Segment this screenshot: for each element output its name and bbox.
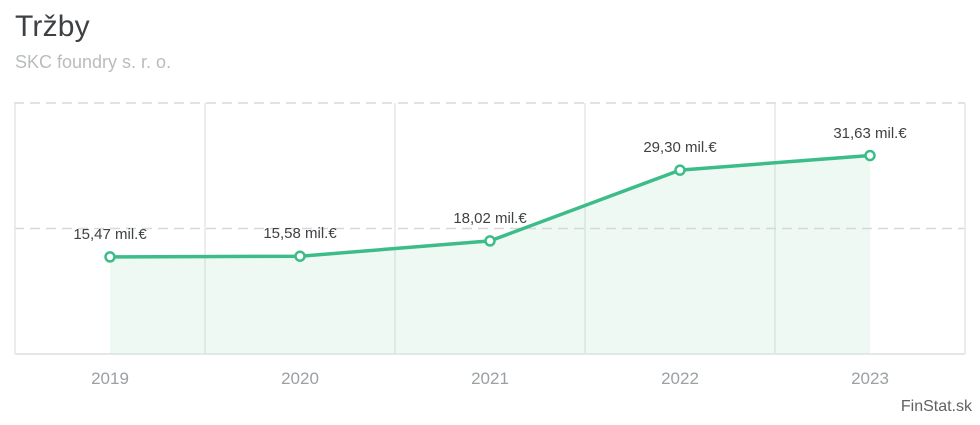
- x-axis-label-2021: 2021: [471, 369, 509, 388]
- finstat-watermark[interactable]: FinStat.sk: [900, 398, 972, 415]
- data-label-2021: 18,02 mil.€: [453, 209, 527, 227]
- x-axis-label-2020: 2020: [281, 369, 319, 388]
- data-label-2023: 31,63 mil.€: [833, 124, 907, 142]
- data-point-2021[interactable]: [484, 235, 496, 247]
- series-area-fill: [110, 155, 870, 354]
- chart-title: Tržby: [15, 10, 90, 43]
- data-point-2020[interactable]: [294, 250, 306, 262]
- data-label-2022: 29,30 mil.€: [643, 139, 717, 157]
- x-axis-label-2019: 2019: [91, 369, 129, 388]
- data-label-2019: 15,47 mil.€: [73, 225, 147, 243]
- x-axis-label-2022: 2022: [661, 369, 699, 388]
- data-label-2020: 15,58 mil.€: [263, 225, 337, 243]
- data-point-2023[interactable]: [864, 149, 876, 162]
- data-point-2019[interactable]: [104, 251, 116, 263]
- data-point-2022[interactable]: [674, 164, 686, 176]
- chart-subtitle: SKC foundry s. r. o.: [15, 52, 172, 72]
- x-axis-label-2023: 2023: [851, 369, 889, 388]
